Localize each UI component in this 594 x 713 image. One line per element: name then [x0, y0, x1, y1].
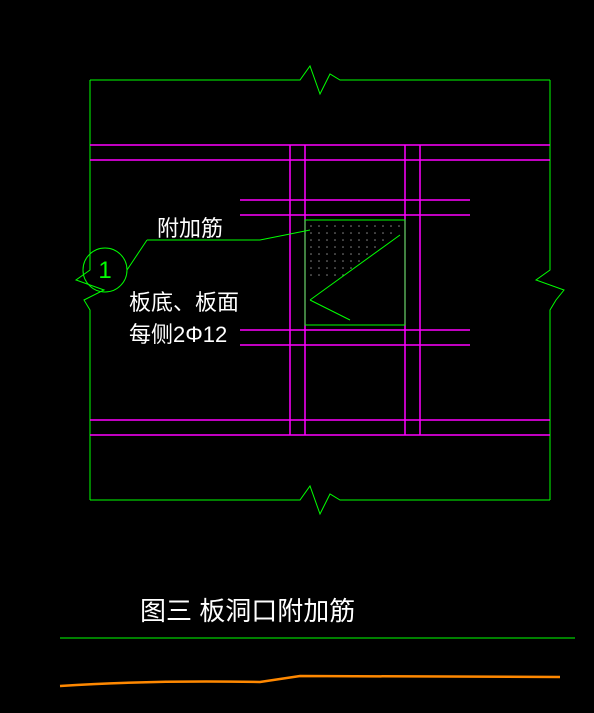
callout-label-top: 附加筋	[157, 216, 223, 241]
opening-hatch-dots	[310, 225, 400, 276]
frame-top	[90, 66, 550, 94]
callout-number: 1	[98, 257, 111, 284]
callout-label-bot: 每侧2Φ12	[129, 322, 227, 347]
frame-bottom	[90, 486, 550, 514]
rebar-opening-diagram: 1 附加筋板底、板面每侧2Φ12 图三 板洞口附加筋	[0, 0, 594, 713]
callout-stem	[127, 240, 147, 270]
bottom-decoration-line	[60, 676, 560, 686]
frame-left	[76, 80, 104, 500]
frame-right	[536, 80, 564, 500]
figure-caption: 图三 板洞口附加筋	[140, 596, 355, 626]
opening-diagonal	[310, 235, 400, 300]
callout-label-mid: 板底、板面	[129, 290, 239, 315]
opening-diagonal2	[310, 300, 350, 320]
slab-opening	[305, 220, 405, 325]
